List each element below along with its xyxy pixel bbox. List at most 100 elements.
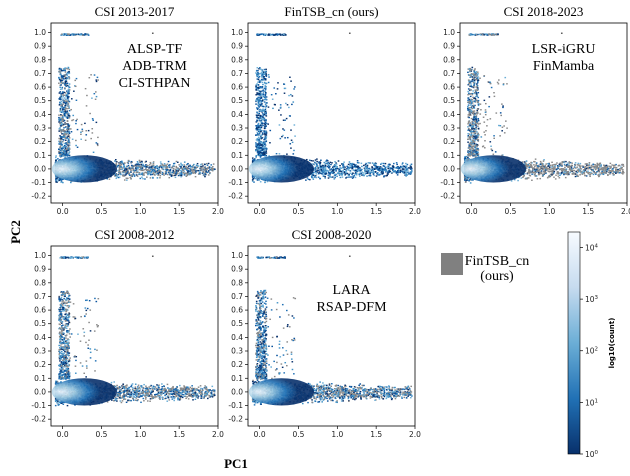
data-point: [89, 112, 91, 115]
data-point: [280, 33, 282, 36]
data-point: [321, 166, 324, 169]
data-point: [324, 175, 326, 178]
data-point: [259, 81, 261, 84]
data-point: [383, 167, 386, 170]
data-point: [393, 170, 396, 173]
data-point: [259, 94, 262, 97]
data-point: [146, 176, 148, 178]
data-point: [409, 173, 412, 175]
data-point: [123, 165, 125, 167]
data-point: [392, 169, 394, 172]
data-point: [348, 176, 350, 178]
data-point: [209, 168, 211, 171]
data-point: [67, 144, 69, 146]
data-point: [333, 173, 336, 176]
data-point: [65, 96, 67, 98]
data-point: [67, 86, 70, 88]
data-point: [342, 166, 344, 169]
data-point: [313, 169, 316, 171]
data-point: [85, 33, 88, 35]
data-point: [164, 166, 166, 168]
data-point: [359, 171, 361, 173]
data-point: [408, 172, 411, 174]
data-point: [260, 125, 263, 127]
data-point: [68, 148, 71, 150]
data-point: [65, 107, 67, 109]
data-point: [146, 172, 149, 175]
data-point: [339, 167, 342, 169]
data-point: [124, 174, 127, 176]
data-point: [62, 146, 64, 149]
data-point: [258, 149, 260, 152]
data-point: [335, 170, 337, 172]
scatter-points: [460, 32, 625, 184]
data-point: [62, 151, 65, 153]
data-point: [198, 170, 201, 172]
data-point: [149, 164, 151, 166]
x-tick-label: 2.0: [212, 207, 224, 216]
data-point: [265, 132, 268, 135]
data-point: [201, 163, 204, 165]
data-point: [195, 164, 198, 166]
data-point: [335, 167, 338, 170]
data-point: [207, 170, 210, 172]
data-point: [326, 159, 328, 161]
data-point: [253, 181, 255, 183]
data-point: [161, 168, 164, 170]
data-point: [267, 123, 270, 125]
data-point: [178, 168, 180, 170]
data-point: [286, 104, 289, 106]
data-point: [63, 75, 65, 77]
data-point: [257, 72, 259, 74]
data-point: [134, 169, 137, 171]
data-point: [312, 174, 315, 176]
data-point: [264, 110, 267, 113]
data-point: [269, 34, 272, 36]
data-point: [548, 162, 550, 164]
data-point: [265, 134, 267, 136]
data-point: [325, 173, 327, 175]
data-point: [162, 166, 164, 168]
data-point: [66, 107, 68, 110]
data-point: [355, 165, 358, 167]
data-point: [62, 92, 64, 95]
data-point: [332, 169, 335, 172]
data-point: [62, 94, 65, 96]
data-point: [290, 147, 292, 149]
data-point: [263, 33, 265, 35]
data-point: [170, 175, 173, 178]
data-point: [97, 79, 99, 81]
data-point: [169, 168, 172, 171]
data-point: [183, 170, 185, 173]
data-point: [179, 165, 182, 168]
data-point: [556, 172, 558, 174]
data-point: [527, 164, 529, 167]
data-point: [66, 68, 69, 70]
data-point: [259, 68, 262, 70]
data-point: [80, 138, 83, 140]
data-point: [130, 169, 132, 172]
data-point: [257, 89, 259, 91]
data-point: [265, 124, 267, 127]
data-point: [356, 161, 359, 164]
data-point: [180, 165, 182, 167]
data-point: [68, 86, 71, 89]
data-point: [62, 95, 64, 98]
data-point: [175, 160, 178, 163]
data-point: [93, 92, 96, 95]
data-point: [315, 173, 318, 175]
data-point: [265, 115, 268, 117]
data-point: [60, 106, 63, 109]
data-point: [61, 178, 64, 181]
data-point: [265, 148, 268, 151]
data-point: [325, 170, 327, 172]
data-point: [81, 130, 84, 132]
data-point: [391, 167, 394, 170]
data-point: [140, 168, 143, 170]
data-point: [257, 74, 260, 77]
data-point: [139, 161, 141, 163]
data-point: [332, 169, 335, 171]
data-point: [72, 114, 75, 117]
